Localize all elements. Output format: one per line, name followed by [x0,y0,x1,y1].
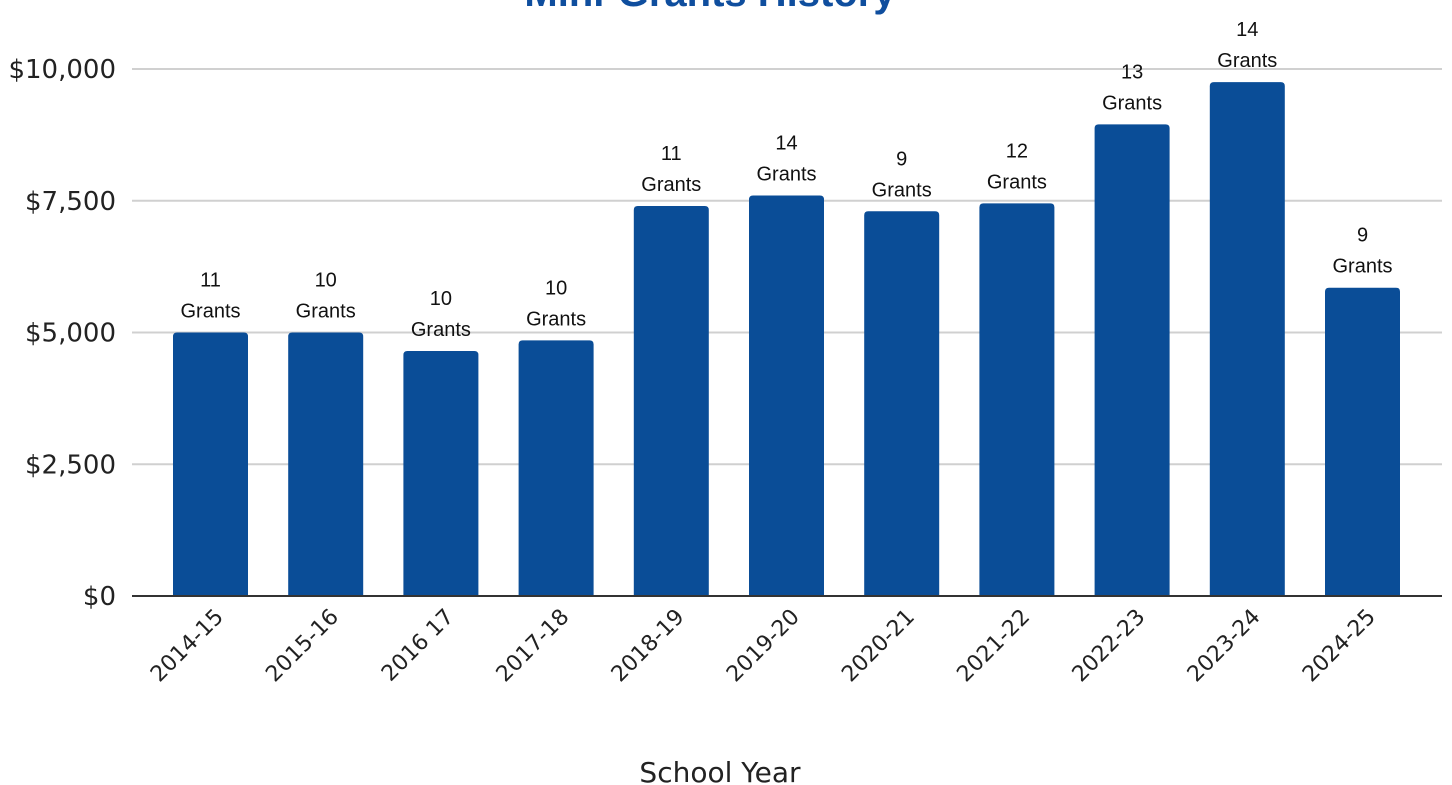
x-tick-label: 2023-24 [1183,605,1266,688]
bar-unit-label: Grants [987,171,1047,193]
bar-unit-label: Grants [411,319,471,341]
x-tick-label: 2014-15 [146,605,229,688]
x-tick-label: 2019-20 [722,605,805,688]
bar-count-label: 11 [200,270,221,292]
x-tick-label: 2022-23 [1068,605,1151,688]
bar [173,332,248,596]
x-tick-label: 2017-18 [492,605,575,688]
bar-count-label: 10 [545,277,567,299]
bar-labels: 11 Grants 10 Grants 10 Grants 10 Grants 11 Grants… [180,19,1392,341]
x-axis-label: School Year [639,756,801,785]
bar-count-label: 10 [315,270,337,292]
bar [864,211,940,597]
bar-count-label: 9 [1357,225,1368,247]
bar-unit-label: Grants [1102,92,1162,114]
bar-count-label: 12 [1006,140,1028,162]
x-tick-label: 2016 17 [377,605,459,687]
y-tick-label: $0 [83,582,116,612]
bar-unit-label: Grants [1332,256,1392,278]
bar-unit-label: Grants [526,308,586,330]
y-tick-label: $7,500 [25,187,116,217]
bar [1209,82,1285,597]
bar-unit-label: Grants [296,301,356,323]
bar [979,203,1055,596]
bar-count-label: 14 [775,132,797,154]
bar-unit-label: Grants [756,163,816,185]
bar-count-label: 14 [1236,19,1258,41]
x-axis-ticks: 2014-15 2015-16 2016 17 2017-18 2018-19 2019-… [146,605,1381,688]
bar-unit-label: Grants [641,174,701,196]
x-tick-label: 2021-22 [952,605,1035,688]
bar-count-label: 10 [430,288,452,310]
y-axis-ticks: $0 $2,500 $5,000 $7,500 $10,000 [8,55,116,612]
y-tick-label: $2,500 [25,450,116,480]
bar-count-label: 9 [896,148,907,170]
bar-count-label: 11 [661,143,682,165]
bar [403,350,479,596]
bar [749,195,824,597]
bar [518,340,594,596]
y-tick-label: $5,000 [25,319,116,349]
bar [1325,287,1400,596]
bar-unit-label: Grants [180,301,240,323]
x-tick-label: 2015-16 [261,605,344,688]
bars [173,82,1400,597]
bar-count-label: 13 [1121,61,1143,83]
chart-title: Mini-Grants History [524,0,896,15]
bar [288,332,364,596]
bar [1094,124,1170,597]
bar-unit-label: Grants [872,179,932,201]
y-tick-label: $10,000 [8,55,116,85]
bar-unit-label: Grants [1217,50,1277,72]
bar [633,206,709,596]
x-tick-label: 2024-25 [1298,605,1381,688]
x-tick-label: 2018-19 [607,605,690,688]
x-tick-label: 2020-21 [837,605,920,688]
